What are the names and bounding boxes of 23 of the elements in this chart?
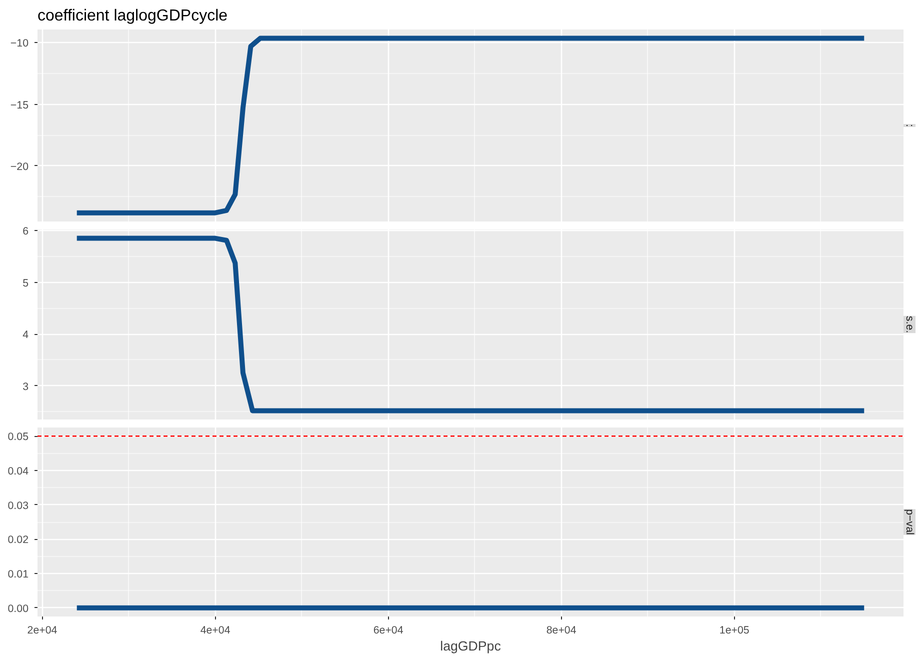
x-axis-title: lagGDPpc [440, 638, 502, 654]
y-tick-label: 3 [22, 380, 29, 393]
y-tick-label: −20 [10, 160, 29, 173]
y-tick-label: 0.05 [8, 431, 29, 444]
y-tick-label: 5 [22, 277, 29, 290]
y-tick-label: 0.00 [8, 602, 29, 615]
x-tick-label: 8e+04 [546, 624, 576, 636]
x-tick-label: 4e+04 [200, 624, 230, 636]
y-tick-label: 4 [22, 329, 29, 342]
annotation: : [904, 124, 916, 127]
y-tick-label: 6 [22, 226, 29, 238]
annotation: s.e. [904, 316, 916, 334]
y-tick-label: 0.04 [8, 465, 29, 478]
y-tick-label: −15 [10, 99, 29, 112]
chart-title: coefficient laglogGDPcycle [38, 8, 228, 24]
y-tick-label: 0.03 [8, 500, 29, 512]
x-tick-label: 2e+04 [27, 624, 58, 636]
y-tick-label: −10 [10, 38, 29, 50]
x-tick-label: 6e+04 [373, 624, 404, 636]
y-tick-label: 0.02 [8, 534, 29, 546]
x-tick-label: 1e+05 [719, 624, 750, 636]
y-tick-label: 0.01 [8, 568, 29, 581]
annotation: p−val [904, 509, 916, 535]
